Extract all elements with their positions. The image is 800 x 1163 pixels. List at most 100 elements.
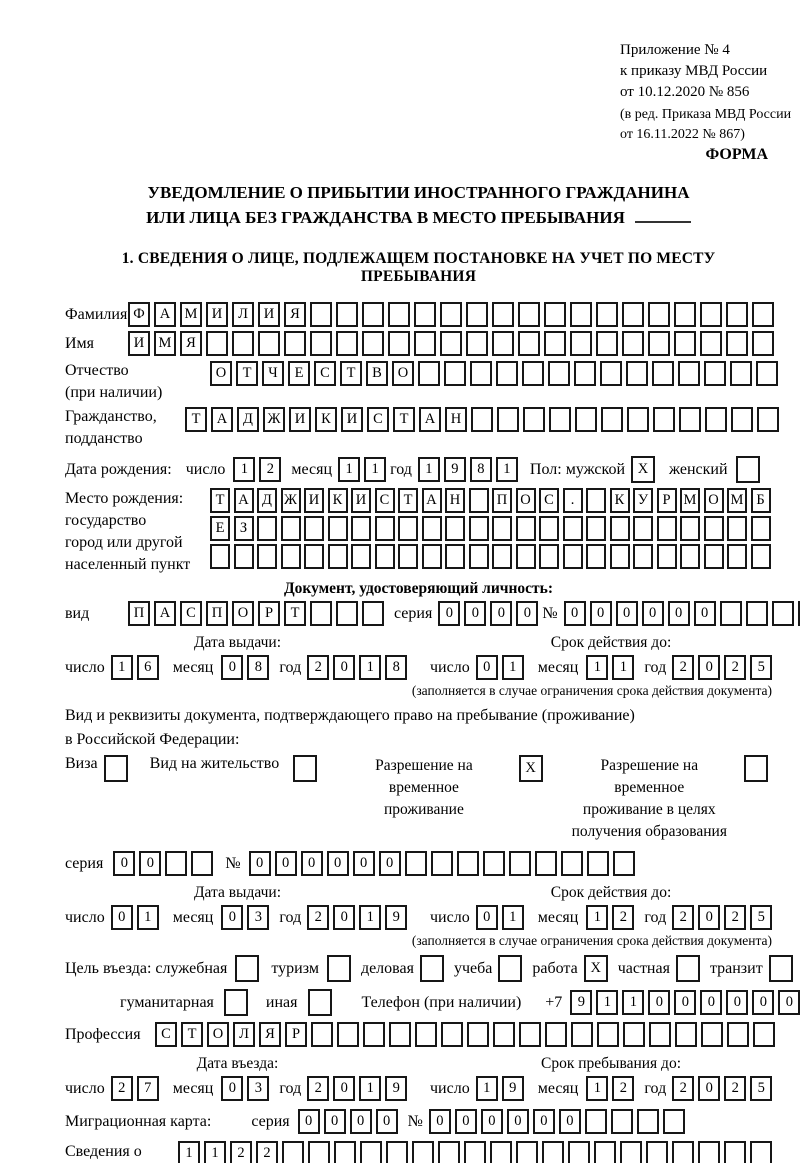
char-cell[interactable]: Т bbox=[340, 361, 362, 386]
char-cell[interactable] bbox=[518, 331, 540, 356]
char-cell[interactable]: 5 bbox=[750, 905, 773, 930]
char-cell[interactable] bbox=[727, 544, 747, 569]
char-cell[interactable]: Р bbox=[285, 1022, 307, 1047]
char-cell[interactable] bbox=[609, 516, 630, 541]
char-cell[interactable] bbox=[360, 1141, 382, 1163]
char-cell[interactable] bbox=[575, 407, 597, 432]
char-cell[interactable]: 9 bbox=[443, 457, 466, 482]
char-cell[interactable] bbox=[468, 488, 489, 513]
char-cell[interactable]: 1 bbox=[136, 905, 159, 930]
char-cell[interactable] bbox=[518, 302, 540, 327]
char-cell[interactable] bbox=[750, 544, 771, 569]
char-cell[interactable]: 2 bbox=[307, 905, 330, 930]
char-cell[interactable] bbox=[389, 1022, 411, 1047]
char-cell[interactable]: Т bbox=[398, 488, 418, 513]
char-cell[interactable] bbox=[600, 361, 622, 386]
char-cell[interactable]: З bbox=[233, 516, 254, 541]
char-cell[interactable]: 0 bbox=[726, 990, 749, 1015]
char-cell[interactable] bbox=[282, 1141, 304, 1163]
char-cell[interactable]: X bbox=[518, 755, 543, 782]
char-cell[interactable] bbox=[701, 1022, 723, 1047]
char-cell[interactable] bbox=[210, 544, 230, 569]
char-cell[interactable]: А bbox=[211, 407, 233, 432]
char-cell[interactable] bbox=[445, 516, 465, 541]
char-cell[interactable] bbox=[490, 1141, 512, 1163]
char-cell[interactable]: 1 bbox=[596, 990, 619, 1015]
char-cell[interactable] bbox=[508, 851, 531, 876]
char-cell[interactable] bbox=[731, 407, 753, 432]
char-cell[interactable] bbox=[421, 516, 442, 541]
char-cell[interactable] bbox=[584, 1109, 607, 1134]
char-cell[interactable] bbox=[586, 516, 606, 541]
char-cell[interactable]: О bbox=[232, 601, 254, 626]
char-cell[interactable]: 1 bbox=[586, 655, 609, 680]
char-cell[interactable] bbox=[539, 544, 559, 569]
char-cell[interactable]: 0 bbox=[752, 990, 775, 1015]
char-cell[interactable] bbox=[466, 302, 488, 327]
char-cell[interactable] bbox=[542, 1141, 564, 1163]
char-cell[interactable]: 0 bbox=[349, 1109, 372, 1134]
char-cell[interactable] bbox=[752, 302, 774, 327]
char-cell[interactable] bbox=[648, 302, 670, 327]
char-cell[interactable]: Б bbox=[750, 488, 771, 513]
char-cell[interactable] bbox=[675, 955, 700, 982]
char-cell[interactable] bbox=[544, 331, 566, 356]
char-cell[interactable]: 2 bbox=[672, 905, 695, 930]
char-cell[interactable] bbox=[206, 331, 228, 356]
char-cell[interactable]: 0 bbox=[323, 1109, 346, 1134]
char-cell[interactable]: 9 bbox=[570, 990, 593, 1015]
char-cell[interactable] bbox=[597, 1022, 619, 1047]
char-cell[interactable] bbox=[636, 1109, 659, 1134]
char-cell[interactable]: 2 bbox=[724, 655, 747, 680]
char-cell[interactable]: М bbox=[154, 331, 176, 356]
char-cell[interactable] bbox=[337, 1022, 359, 1047]
char-cell[interactable] bbox=[568, 1141, 590, 1163]
char-cell[interactable] bbox=[652, 361, 674, 386]
char-cell[interactable]: С bbox=[374, 488, 395, 513]
char-cell[interactable]: 0 bbox=[221, 905, 244, 930]
char-cell[interactable] bbox=[293, 755, 318, 782]
char-cell[interactable]: М bbox=[180, 302, 202, 327]
char-cell[interactable] bbox=[698, 1141, 720, 1163]
char-cell[interactable]: 0 bbox=[698, 905, 721, 930]
char-cell[interactable] bbox=[752, 331, 774, 356]
char-cell[interactable] bbox=[560, 851, 583, 876]
char-cell[interactable] bbox=[415, 1022, 437, 1047]
char-cell[interactable]: 2 bbox=[110, 1076, 133, 1101]
char-cell[interactable] bbox=[386, 1141, 408, 1163]
char-cell[interactable]: 2 bbox=[230, 1141, 252, 1163]
char-cell[interactable] bbox=[467, 1022, 489, 1047]
char-cell[interactable] bbox=[304, 516, 324, 541]
char-cell[interactable] bbox=[594, 1141, 616, 1163]
char-cell[interactable] bbox=[674, 302, 696, 327]
char-cell[interactable] bbox=[757, 407, 779, 432]
char-cell[interactable] bbox=[703, 516, 724, 541]
char-cell[interactable] bbox=[544, 302, 566, 327]
char-cell[interactable] bbox=[724, 1141, 746, 1163]
char-cell[interactable]: 0 bbox=[110, 905, 133, 930]
char-cell[interactable] bbox=[456, 851, 479, 876]
char-cell[interactable] bbox=[622, 302, 644, 327]
char-cell[interactable] bbox=[678, 361, 700, 386]
char-cell[interactable]: 7 bbox=[136, 1076, 159, 1101]
char-cell[interactable] bbox=[327, 516, 348, 541]
char-cell[interactable]: 0 bbox=[641, 601, 664, 626]
char-cell[interactable] bbox=[235, 955, 260, 982]
char-cell[interactable]: Н bbox=[445, 407, 467, 432]
char-cell[interactable]: 1 bbox=[338, 457, 361, 482]
char-cell[interactable] bbox=[570, 302, 592, 327]
char-cell[interactable] bbox=[756, 361, 778, 386]
char-cell[interactable]: 9 bbox=[385, 905, 408, 930]
char-cell[interactable]: Ч bbox=[262, 361, 284, 386]
char-cell[interactable]: 2 bbox=[307, 1076, 330, 1101]
char-cell[interactable]: 1 bbox=[501, 905, 524, 930]
char-cell[interactable]: 0 bbox=[475, 905, 498, 930]
char-cell[interactable] bbox=[284, 331, 306, 356]
char-cell[interactable] bbox=[492, 331, 514, 356]
char-cell[interactable]: 0 bbox=[274, 851, 297, 876]
char-cell[interactable]: Ж bbox=[280, 488, 301, 513]
char-cell[interactable]: Н bbox=[445, 488, 465, 513]
char-cell[interactable] bbox=[648, 331, 670, 356]
char-cell[interactable] bbox=[609, 544, 630, 569]
char-cell[interactable] bbox=[730, 361, 752, 386]
